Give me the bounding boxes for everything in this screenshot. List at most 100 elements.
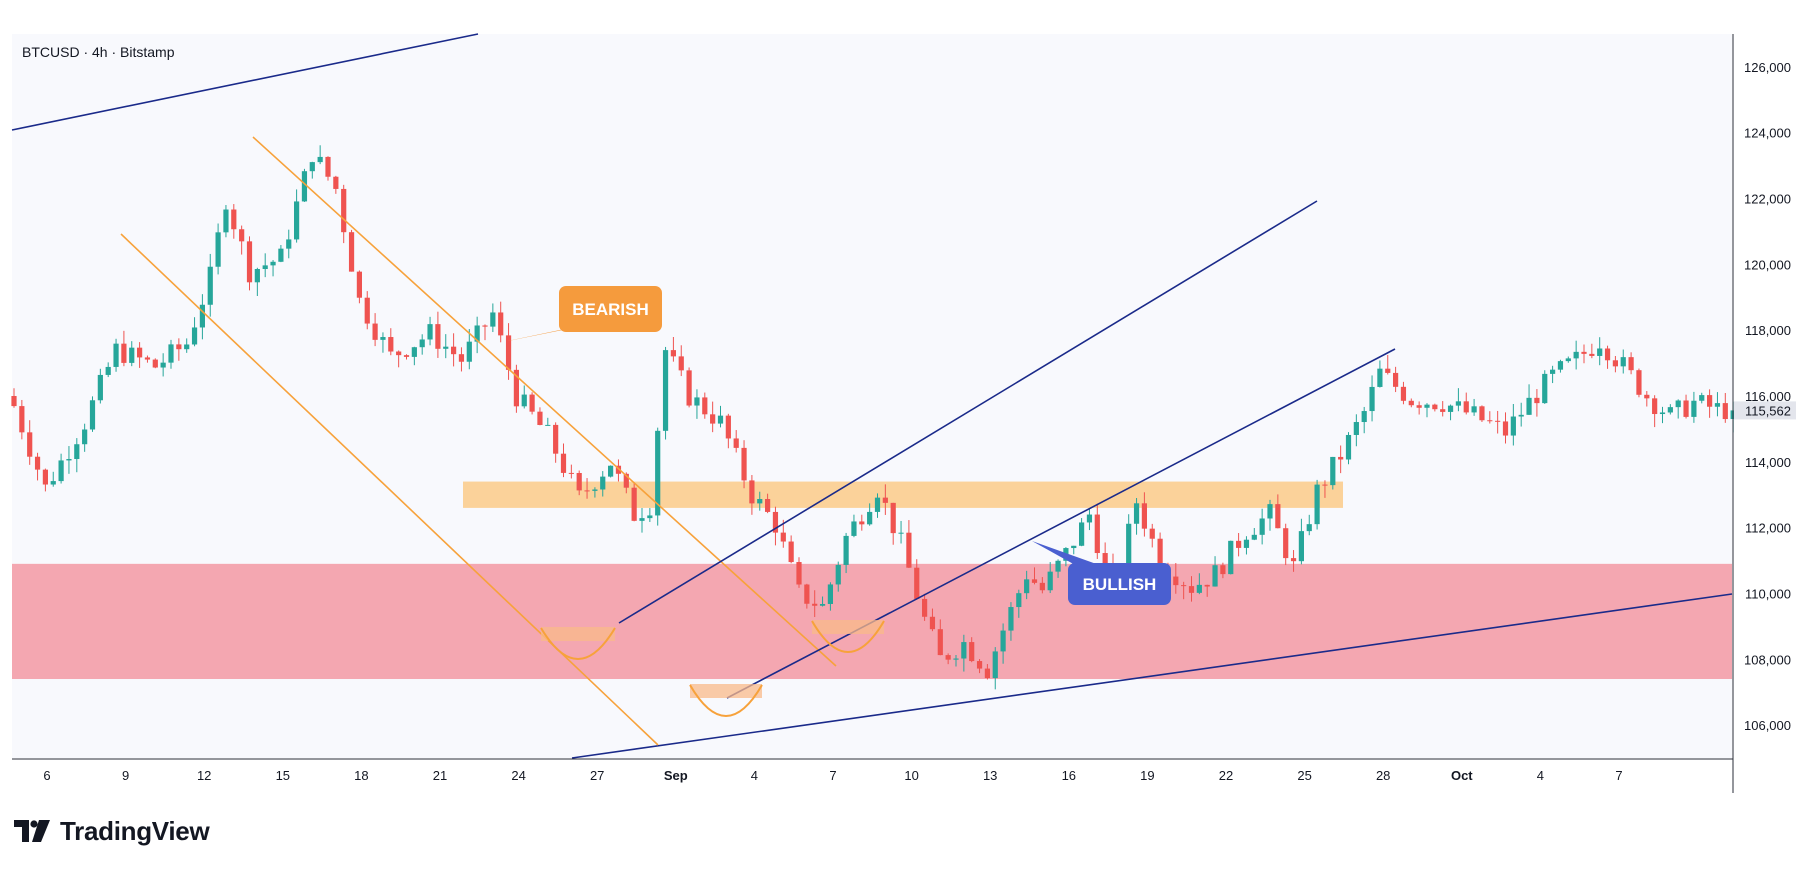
candle[interactable] bbox=[239, 225, 245, 255]
candle[interactable] bbox=[694, 389, 700, 419]
candle[interactable] bbox=[1542, 370, 1548, 404]
candle[interactable] bbox=[403, 354, 410, 360]
candle[interactable] bbox=[270, 260, 276, 277]
candle[interactable] bbox=[835, 561, 841, 592]
candle[interactable] bbox=[1228, 540, 1234, 575]
candle[interactable] bbox=[1722, 392, 1728, 423]
candle[interactable] bbox=[1455, 388, 1461, 412]
candle[interactable] bbox=[827, 582, 833, 611]
candle[interactable] bbox=[42, 468, 48, 492]
candle[interactable] bbox=[1495, 410, 1501, 434]
candle[interactable] bbox=[1071, 545, 1077, 555]
candle[interactable] bbox=[380, 332, 386, 353]
candle[interactable] bbox=[50, 471, 56, 487]
candle[interactable] bbox=[1079, 518, 1085, 547]
candle[interactable] bbox=[1188, 576, 1195, 602]
candle[interactable] bbox=[1636, 368, 1642, 398]
candle[interactable] bbox=[1628, 352, 1634, 375]
candle[interactable] bbox=[89, 396, 96, 432]
candle[interactable] bbox=[560, 443, 567, 478]
candle[interactable] bbox=[1652, 395, 1658, 428]
candle[interactable] bbox=[356, 270, 362, 304]
candle[interactable] bbox=[812, 590, 818, 618]
candle[interactable] bbox=[1055, 559, 1061, 578]
candle[interactable] bbox=[1008, 602, 1014, 641]
rounded-bottom-3[interactable] bbox=[811, 620, 885, 653]
candle[interactable] bbox=[647, 508, 653, 522]
candle[interactable] bbox=[545, 417, 551, 426]
candle[interactable] bbox=[427, 316, 433, 346]
candle[interactable] bbox=[121, 330, 127, 367]
candle[interactable] bbox=[765, 493, 771, 514]
candle[interactable] bbox=[631, 482, 637, 522]
candle[interactable] bbox=[1502, 412, 1509, 444]
candle[interactable] bbox=[678, 345, 684, 377]
candle[interactable] bbox=[176, 338, 182, 361]
candle[interactable] bbox=[1714, 392, 1721, 417]
candle[interactable] bbox=[1086, 508, 1093, 531]
candle[interactable] bbox=[333, 175, 339, 194]
tradingview-logo[interactable]: TradingView bbox=[14, 816, 210, 846]
candle[interactable] bbox=[1416, 401, 1422, 415]
candle[interactable] bbox=[945, 653, 951, 665]
resistance-zone[interactable] bbox=[463, 481, 1343, 508]
candle[interactable] bbox=[152, 358, 158, 369]
candle[interactable] bbox=[341, 184, 347, 244]
candle[interactable] bbox=[961, 634, 967, 672]
candle[interactable] bbox=[1440, 401, 1446, 417]
candle[interactable] bbox=[1597, 337, 1603, 366]
time-axis[interactable]: 6 9 12 15 18 21 24 27 Sep 4 7 10 13 16 19 22 25 28 Oct 4 7 bbox=[43, 768, 1622, 783]
candle[interactable] bbox=[1589, 343, 1595, 359]
candle[interactable] bbox=[1361, 406, 1367, 434]
candle[interactable] bbox=[741, 440, 747, 489]
candle[interactable] bbox=[1141, 492, 1147, 537]
candle[interactable] bbox=[301, 168, 308, 202]
candle[interactable] bbox=[1298, 518, 1304, 565]
candle[interactable] bbox=[796, 557, 802, 588]
candle[interactable] bbox=[867, 503, 873, 526]
candle[interactable] bbox=[66, 446, 72, 474]
candle[interactable] bbox=[451, 333, 457, 367]
candle[interactable] bbox=[1393, 366, 1399, 393]
candle[interactable] bbox=[1283, 523, 1289, 566]
candle[interactable] bbox=[1102, 542, 1108, 566]
candle[interactable] bbox=[458, 347, 465, 372]
candle[interactable] bbox=[843, 532, 849, 574]
candle[interactable] bbox=[953, 654, 959, 667]
candle[interactable] bbox=[1275, 494, 1281, 529]
candle[interactable] bbox=[490, 303, 496, 333]
candle[interactable] bbox=[1604, 345, 1611, 369]
candle[interactable] bbox=[662, 346, 669, 440]
candle[interactable] bbox=[1471, 398, 1477, 416]
candle[interactable] bbox=[929, 608, 936, 632]
candle[interactable] bbox=[1699, 392, 1705, 404]
candle[interactable] bbox=[262, 253, 268, 278]
candle[interactable] bbox=[710, 401, 716, 433]
candle[interactable] bbox=[372, 313, 378, 347]
candle[interactable] bbox=[348, 229, 355, 272]
candle[interactable] bbox=[615, 459, 622, 482]
candle[interactable] bbox=[1353, 414, 1359, 447]
candle[interactable] bbox=[325, 156, 331, 181]
candle[interactable] bbox=[1479, 405, 1485, 422]
candle[interactable] bbox=[1707, 389, 1713, 418]
candle[interactable] bbox=[1181, 581, 1187, 600]
candle[interactable] bbox=[874, 493, 881, 518]
candle[interactable] bbox=[553, 422, 559, 463]
candle[interactable] bbox=[513, 364, 519, 413]
candle[interactable] bbox=[1000, 623, 1006, 664]
candle[interactable] bbox=[1338, 445, 1344, 474]
candle[interactable] bbox=[215, 223, 221, 275]
candle[interactable] bbox=[1322, 480, 1328, 498]
candle[interactable] bbox=[976, 659, 983, 674]
candle[interactable] bbox=[1149, 523, 1155, 548]
price-axis[interactable]: 106,000 108,000 110,000 112,000 114,000 116,0… bbox=[1734, 60, 1796, 733]
candle[interactable] bbox=[1039, 577, 1045, 594]
candle[interactable] bbox=[1518, 402, 1524, 427]
candle[interactable] bbox=[443, 334, 449, 359]
candle[interactable] bbox=[537, 407, 543, 426]
candle[interactable] bbox=[1659, 406, 1666, 424]
candle[interactable] bbox=[1620, 349, 1626, 374]
bullish-callout[interactable]: BULLISH bbox=[1032, 541, 1171, 605]
